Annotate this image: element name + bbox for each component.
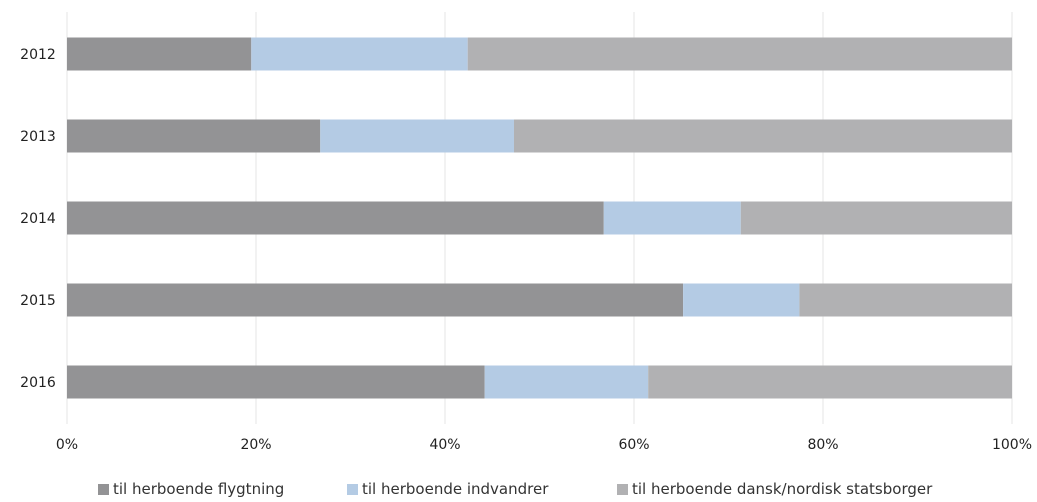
bar-segment — [648, 365, 1012, 399]
legend-label: til herboende dansk/nordisk statsborger — [632, 480, 933, 498]
bar-segment — [740, 201, 1012, 235]
bar-segment — [603, 201, 741, 235]
legend-label: til herboende indvandrer — [362, 480, 549, 498]
bar-segment — [67, 365, 485, 399]
legend-swatch — [617, 484, 628, 495]
bar-segment — [67, 283, 684, 317]
x-tick-label: 40% — [429, 437, 460, 453]
x-tick-label: 100% — [992, 437, 1032, 453]
bar-segment — [251, 37, 468, 71]
x-tick-label: 20% — [240, 437, 271, 453]
x-axis-tick-labels: 0% 20% 40% 60% 80% 100% — [56, 437, 1032, 453]
bar-segment — [513, 119, 1012, 153]
bar-segment — [683, 283, 800, 317]
x-tick-label: 60% — [618, 437, 649, 453]
legend-swatch — [347, 484, 358, 495]
bar-segment — [467, 37, 1012, 71]
bar-segment — [67, 119, 321, 153]
y-tick-label: 2012 — [20, 47, 56, 63]
bar-segment — [67, 201, 604, 235]
x-tick-label: 0% — [56, 437, 78, 453]
x-tick-label: 80% — [807, 437, 838, 453]
bar-segment — [484, 365, 649, 399]
y-axis-tick-labels: 2012 2013 2014 2015 2016 — [20, 47, 56, 391]
y-tick-label: 2013 — [20, 129, 56, 145]
legend-label: til herboende flygtning — [113, 480, 284, 498]
bar-segment — [799, 283, 1012, 317]
legend: til herboende flygtning til herboende ind… — [98, 480, 933, 498]
legend-swatch — [98, 484, 109, 495]
y-tick-label: 2016 — [20, 375, 56, 391]
bar-segment — [67, 37, 252, 71]
bar-segment — [320, 119, 514, 153]
y-tick-label: 2015 — [20, 293, 56, 309]
bars — [67, 37, 1012, 399]
y-tick-label: 2014 — [20, 211, 56, 227]
